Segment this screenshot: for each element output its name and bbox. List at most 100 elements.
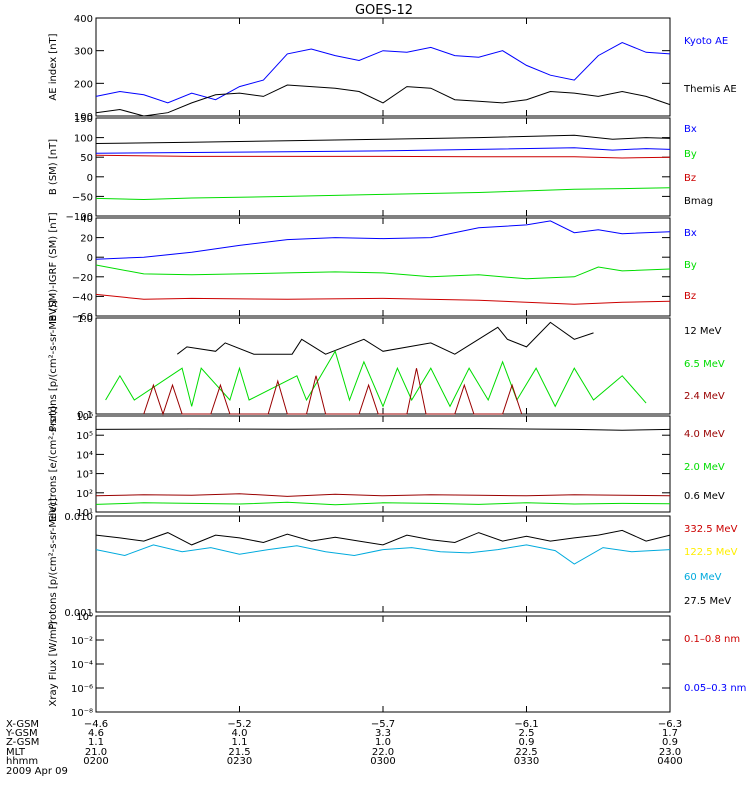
- y-tick-label: 100: [74, 112, 93, 123]
- y-tick-label: 0: [87, 253, 93, 264]
- legend-entry: 0.1–0.8 nm: [684, 634, 740, 645]
- series-line-bz: [95, 293, 671, 305]
- y-tick-label: 300: [74, 47, 93, 58]
- y-tick-label: 1.0: [77, 314, 93, 325]
- panel-frame: [95, 515, 671, 613]
- y-tick-label: 0: [87, 173, 93, 184]
- series-line-by: [95, 264, 671, 280]
- panel-frame: [95, 17, 671, 117]
- panel-5: 10¹ 10² 10³ 10⁴ 10⁵ 10⁶ Electrons [e/(cm²-s-sr…: [48, 406, 725, 522]
- series-line-4-0-mev: [95, 493, 671, 497]
- panel-frame: [95, 117, 671, 217]
- panel-7: 10⁻⁸ 10⁻⁶ 10⁻⁴ 10⁻² 10⁰ Xray Flux [W/m²] 0.1–0…: [48, 612, 746, 719]
- y-axis-label: B (SM)-IGRF (SM) [nT]: [48, 212, 59, 321]
- axis-row-value: −4.6: [84, 719, 108, 730]
- axis-row-value: 1.1: [88, 737, 104, 748]
- series-line-12-mev: [176, 321, 594, 355]
- series-line-60-mev: [95, 544, 671, 565]
- y-tick-label: 10⁰: [76, 612, 93, 623]
- date-label: 2009 Apr 09: [6, 766, 68, 777]
- legend-entry: 6.5 MeV: [684, 359, 725, 370]
- series-line-bx: [95, 147, 671, 154]
- y-tick-label: −40: [72, 292, 93, 303]
- y-tick-label: 10⁻²: [71, 636, 93, 647]
- y-tick-label: 200: [74, 79, 93, 90]
- y-tick-label: 10¹: [76, 508, 93, 519]
- y-tick-label: 10⁻⁶: [71, 684, 93, 695]
- axis-row-label: hhmm: [6, 756, 38, 767]
- series-line-0-6-mev: [95, 428, 671, 431]
- series-line-6-5-mev: [105, 350, 647, 408]
- series-line-2-0-mev: [95, 501, 671, 506]
- series-line-themis-ae: [95, 84, 671, 117]
- y-axis-label: Xray Flux [W/m²]: [48, 621, 59, 706]
- y-tick-label: 10⁵: [76, 431, 93, 442]
- legend-entry: 0.6 MeV: [684, 491, 725, 502]
- series-line-2-4-mev: [143, 368, 523, 416]
- chart-title: GOES-12: [355, 3, 413, 18]
- y-axis-label: Electrons [e/(cm²-s-sr)]: [48, 406, 59, 522]
- legend-entry: 0.05–0.3 nm: [684, 683, 746, 694]
- legend-entry: Themis AE: [683, 84, 737, 95]
- series-line-by: [95, 187, 671, 201]
- series-line-bx: [95, 220, 671, 260]
- y-tick-label: 40: [80, 214, 93, 225]
- legend-entry: Bx: [684, 228, 697, 239]
- legend-entry: Kyoto AE: [684, 36, 728, 47]
- axis-row-value: 1.7: [662, 728, 678, 739]
- legend-entry: 12 MeV: [684, 326, 722, 337]
- legend-entry: 122.5 MeV: [684, 547, 738, 558]
- axis-row-label: MLT: [6, 747, 26, 758]
- legend-entry: Bz: [684, 173, 696, 184]
- y-tick-label: 0.010: [64, 512, 93, 523]
- y-tick-label: 150: [74, 114, 93, 125]
- y-tick-label: 100: [74, 134, 93, 145]
- y-tick-label: −100: [66, 212, 93, 223]
- panel-3: −60 −40 −20 0 20 40 B (SM)-IGRF (SM) [nT] Bx By B…: [48, 212, 697, 323]
- legend-entry: 332.5 MeV: [684, 524, 738, 535]
- y-tick-label: 10⁻⁴: [71, 660, 93, 671]
- legend-entry: Bmag: [684, 196, 713, 207]
- panel-frame: [95, 217, 671, 317]
- axis-row-label: X-GSM: [6, 719, 39, 730]
- axis-row-value: 0200: [83, 756, 108, 767]
- axis-row-value: −6.1: [514, 719, 538, 730]
- legend-entry: By: [684, 149, 697, 160]
- panel-6: 0.001 0.010 Protons [p/(cm²-s-sr-MeV)] 332.…: [48, 498, 738, 630]
- y-tick-label: −60: [72, 312, 93, 323]
- axis-row-value: 0330: [514, 756, 539, 767]
- axis-row-value: 0.9: [519, 737, 535, 748]
- legend-entry: Bx: [684, 124, 697, 135]
- axis-row-value: 2.5: [519, 728, 535, 739]
- axis-row-value: −6.3: [658, 719, 682, 730]
- legend-entry: 60 MeV: [684, 572, 722, 583]
- axis-row-value: 4.6: [88, 728, 104, 739]
- legend-entry: 2.0 MeV: [684, 462, 725, 473]
- axis-row-value: 0300: [370, 756, 395, 767]
- y-axis-label: Protons [p/(cm²-s-sr-MeV)]: [48, 300, 59, 432]
- axis-row-value: 1.0: [375, 737, 391, 748]
- axis-row-label: Y-GSM: [5, 728, 38, 739]
- y-tick-label: 0.001: [64, 608, 93, 619]
- series-line-27-5-mev: [95, 529, 671, 546]
- panel-1: 100 200 300 400 AE index [nT] Kyoto AE Themis …: [48, 14, 737, 123]
- series-line-bz: [95, 154, 671, 159]
- panel-frame: [95, 317, 671, 415]
- legend-entry: Bz: [684, 291, 696, 302]
- axis-row-value: −5.7: [371, 719, 395, 730]
- axis-row-value: 0.9: [662, 737, 678, 748]
- y-tick-label: 10⁻⁸: [71, 708, 93, 719]
- y-tick-label: 10⁶: [76, 412, 93, 423]
- legend-entry: By: [684, 260, 697, 271]
- y-tick-label: 0.1: [77, 410, 93, 421]
- axis-row-value: 21.5: [228, 747, 250, 758]
- y-tick-label: 10⁴: [76, 450, 93, 461]
- axis-row-value: 22.0: [372, 747, 394, 758]
- legend-entry: 27.5 MeV: [684, 596, 731, 607]
- axis-row-value: 22.5: [515, 747, 537, 758]
- series-line-kyoto-ae: [95, 41, 671, 104]
- legend-entry: 2.4 MeV: [684, 391, 725, 402]
- legend-entry: 4.0 MeV: [684, 429, 725, 440]
